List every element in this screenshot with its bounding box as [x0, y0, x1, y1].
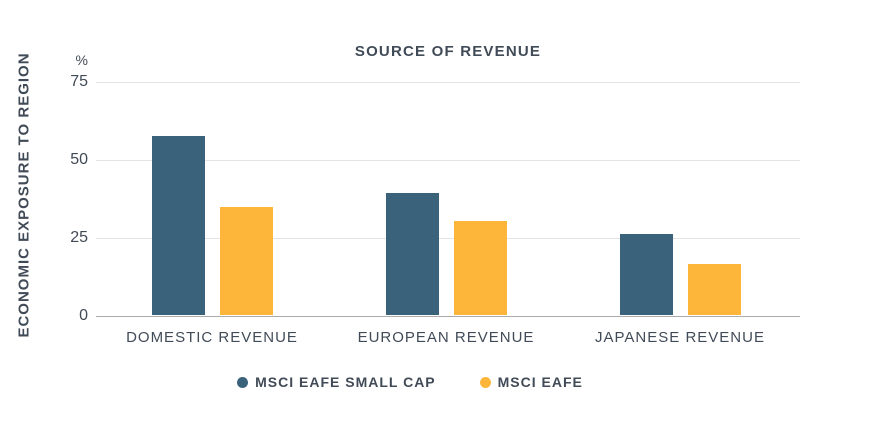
gridline	[96, 238, 800, 239]
x-axis-line	[96, 316, 800, 317]
plot-area	[96, 82, 800, 317]
y-axis-label: ECONOMIC EXPOSURE TO REGION	[15, 52, 33, 338]
x-category-label: JAPANESE REVENUE	[595, 329, 765, 346]
legend-item: MSCI EAFE	[479, 374, 583, 390]
legend-label: MSCI EAFE	[497, 374, 583, 390]
legend-item: MSCI EAFE SMALL CAP	[237, 374, 436, 390]
y-tick-label: 50	[70, 151, 88, 168]
legend-dot-icon	[237, 376, 249, 388]
y-tick-label: 75	[70, 73, 88, 90]
bar	[619, 233, 673, 315]
gridline	[96, 160, 800, 161]
y-tick-label: 0	[79, 307, 88, 324]
y-tick-label: 25	[70, 229, 88, 246]
gridline	[96, 82, 800, 83]
y-axis-unit-label: %	[75, 52, 88, 68]
bar	[385, 193, 439, 315]
chart-title: SOURCE OF REVENUE	[354, 43, 542, 60]
x-category-label: DOMESTIC REVENUE	[126, 329, 298, 346]
x-category-label: EUROPEAN REVENUE	[357, 329, 535, 346]
legend-dot-icon	[479, 376, 491, 388]
bar	[151, 135, 205, 315]
legend: MSCI EAFE SMALL CAP MSCI EAFE	[0, 374, 820, 390]
legend-label: MSCI EAFE SMALL CAP	[255, 374, 436, 390]
bar	[687, 263, 741, 315]
bar	[453, 221, 507, 315]
bar	[219, 207, 273, 315]
